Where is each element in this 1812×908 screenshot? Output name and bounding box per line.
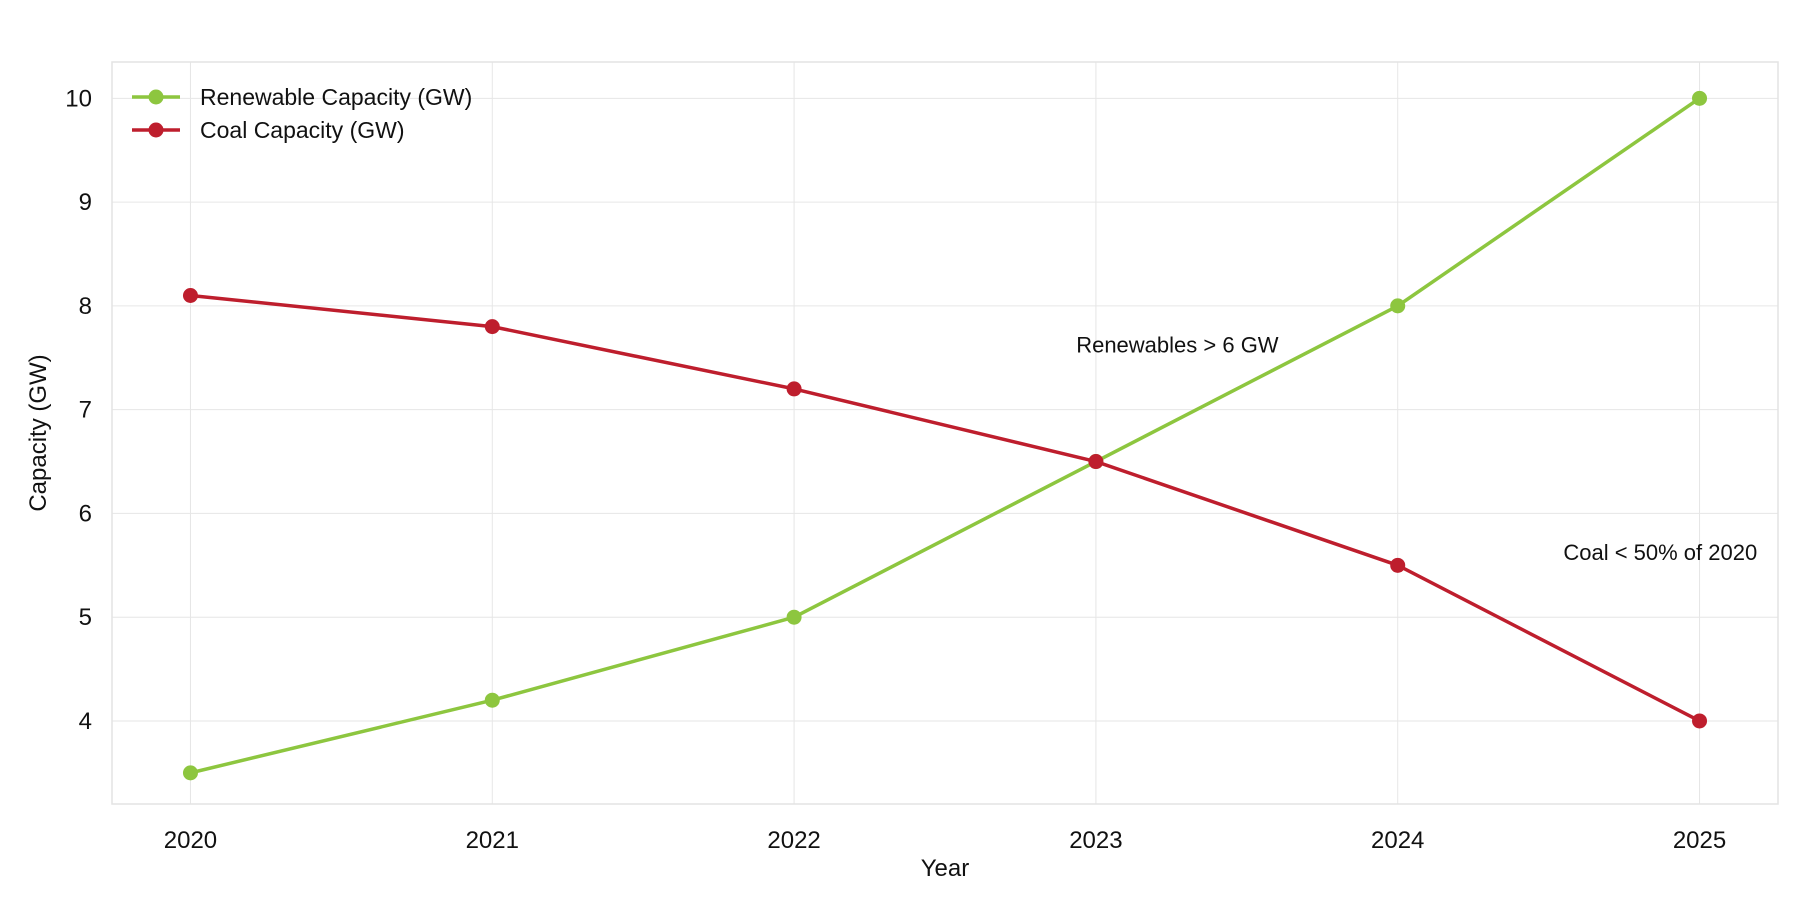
grid — [112, 62, 1778, 804]
renewable-point-2022 — [786, 609, 802, 625]
coal-point-2024 — [1390, 557, 1406, 573]
legend-swatch-marker — [148, 122, 164, 138]
coal-series-line — [190, 293, 1701, 723]
renewable-point-2024 — [1390, 298, 1406, 314]
y-tick-label: 4 — [79, 708, 92, 735]
renewable-point-2025 — [1692, 90, 1708, 106]
renewable-point-2020 — [182, 765, 198, 781]
plot-area — [111, 61, 1779, 805]
legend-item-renewable: Renewable Capacity (GW) — [132, 84, 472, 110]
legend-label: Renewable Capacity (GW) — [200, 84, 472, 110]
annotations: Renewables > 6 GW Coal < 50% of 2020 — [1076, 333, 1757, 566]
legend-label: Coal Capacity (GW) — [200, 117, 404, 143]
x-tick-label: 2024 — [1371, 827, 1424, 854]
y-tick-label: 10 — [65, 85, 92, 112]
renewable-series — [182, 90, 1708, 781]
coal-point-2023 — [1088, 454, 1104, 470]
series-layer — [182, 90, 1708, 781]
y-axis-title: Capacity (GW) — [25, 354, 52, 511]
y-tick-label: 9 — [79, 189, 92, 216]
x-tick-label: 2025 — [1673, 827, 1726, 854]
annotation-1: Renewables > 6 GW — [1076, 333, 1279, 358]
y-tick-label: 8 — [79, 293, 92, 320]
coal-series — [182, 287, 1708, 729]
coal-point-2022 — [786, 381, 802, 397]
annotation-2: Coal < 50% of 2020 — [1563, 540, 1757, 565]
legend-swatch-marker — [148, 89, 164, 105]
x-tick-label: 2020 — [164, 827, 217, 854]
renewable-point-2021 — [484, 692, 500, 708]
y-tick-label: 5 — [79, 604, 92, 631]
coal-point-2021 — [484, 319, 500, 335]
legend-item-coal: Coal Capacity (GW) — [132, 117, 404, 143]
legend: Renewable Capacity (GW) Coal Capacity (GW… — [132, 84, 472, 143]
coal-point-2025 — [1692, 713, 1708, 729]
y-tick-label: 7 — [79, 397, 92, 424]
coal-point-2020 — [182, 287, 198, 303]
x-axis-title: Year — [921, 855, 970, 882]
tick-labels: 2020 2021 2022 2023 2024 2025 4 5 6 7 8 9 10 — [65, 85, 1726, 854]
x-tick-label: 2022 — [767, 827, 820, 854]
y-tick-label: 6 — [79, 500, 92, 527]
x-tick-label: 2023 — [1069, 827, 1122, 854]
x-tick-label: 2021 — [466, 827, 519, 854]
renewable-series-line — [190, 96, 1701, 775]
